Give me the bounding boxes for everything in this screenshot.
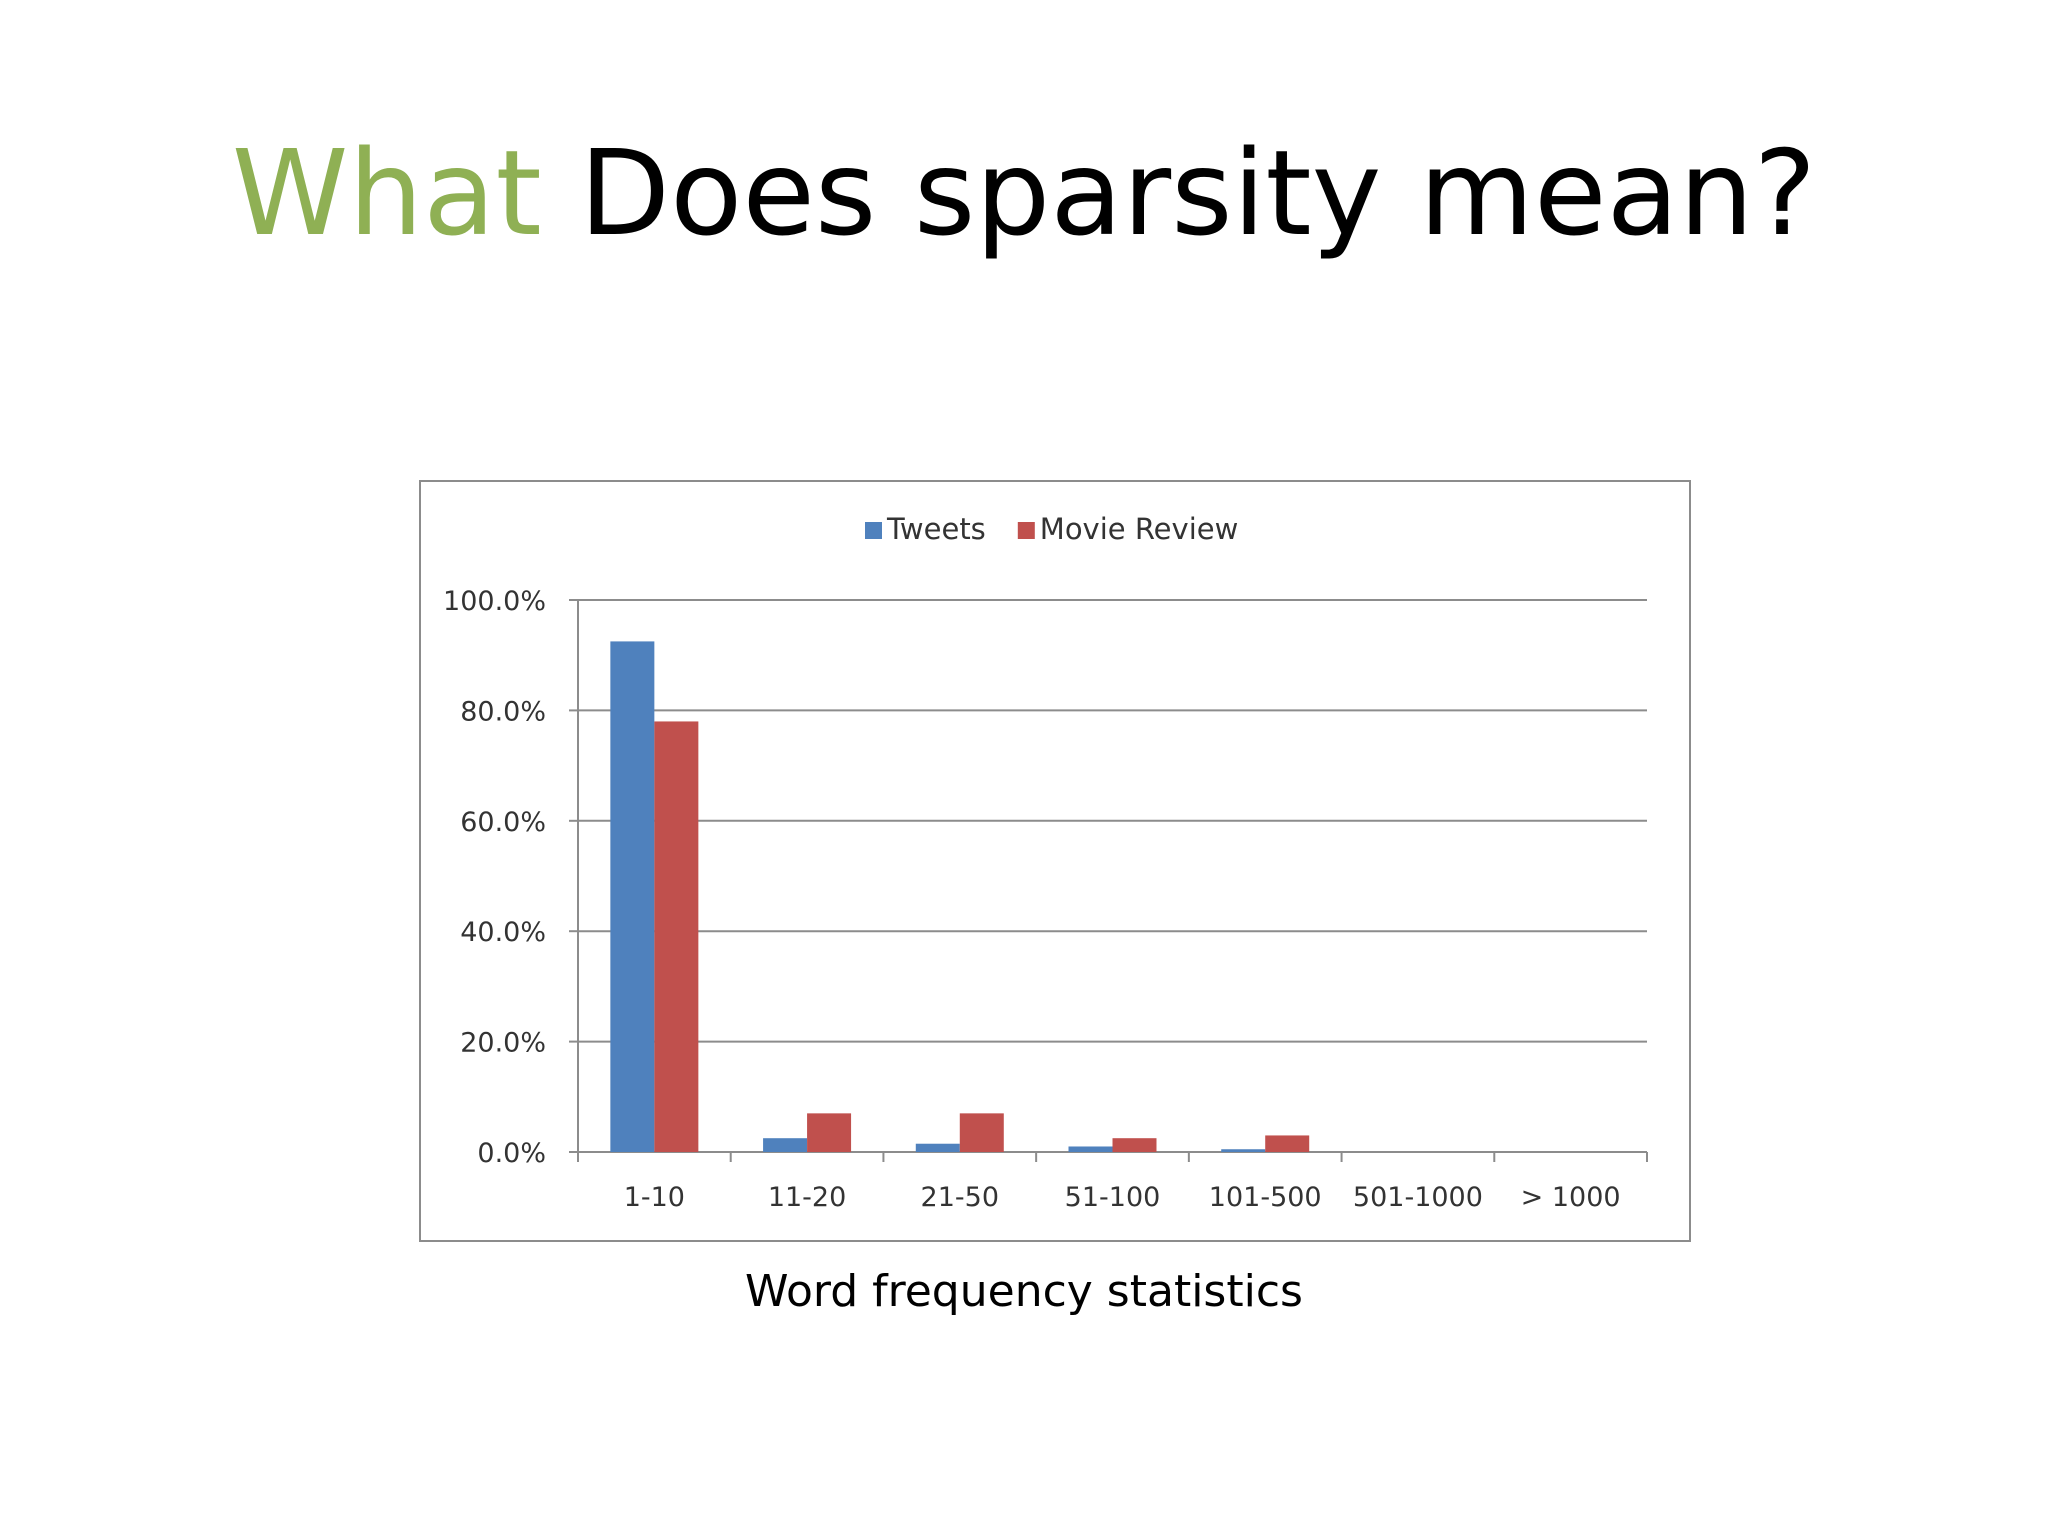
slide-title-rest: Does sparsity mean? bbox=[579, 124, 1817, 262]
x-tick-label: > 1000 bbox=[1521, 1182, 1621, 1213]
x-tick-label: 11-20 bbox=[768, 1182, 846, 1213]
y-tick-label: 80.0% bbox=[460, 696, 546, 727]
bar-tweets bbox=[915, 1143, 960, 1152]
bar-tweets bbox=[610, 641, 655, 1152]
y-tick-label: 0.0% bbox=[477, 1138, 546, 1169]
bar-chart: 0.0% 20.0% 40.0% 60.0% 80.0% 100.0% 1-10 11-20 2… bbox=[443, 512, 1648, 1213]
x-tick-label: 21-50 bbox=[921, 1182, 999, 1213]
bar-movie-review bbox=[1265, 1135, 1310, 1152]
bar-tweets bbox=[1068, 1146, 1113, 1152]
x-tick-label: 501-1000 bbox=[1353, 1182, 1483, 1213]
x-tick-label: 51-100 bbox=[1065, 1182, 1161, 1213]
slide-title: What Does sparsity mean? bbox=[0, 118, 2048, 268]
slide-title-accent: What bbox=[231, 124, 542, 262]
legend-swatch bbox=[1017, 522, 1035, 539]
y-tick-label: 60.0% bbox=[460, 807, 546, 838]
bar-movie-review bbox=[807, 1113, 852, 1152]
legend-swatch bbox=[865, 522, 882, 539]
bar-movie-review bbox=[1112, 1138, 1157, 1152]
bar-tweets bbox=[763, 1138, 808, 1152]
y-tick-label: 20.0% bbox=[460, 1028, 546, 1059]
y-tick-label: 100.0% bbox=[443, 586, 546, 617]
legend-label: Tweets bbox=[886, 512, 986, 546]
bar-tweets bbox=[1221, 1149, 1266, 1152]
y-tick-label: 40.0% bbox=[460, 917, 546, 948]
bar-movie-review bbox=[654, 721, 699, 1152]
bar-movie-review bbox=[959, 1113, 1004, 1152]
x-tick-label: 1-10 bbox=[624, 1182, 685, 1213]
legend-label: Movie Review bbox=[1040, 512, 1239, 546]
chart-frame: 0.0% 20.0% 40.0% 60.0% 80.0% 100.0% 1-10 11-20 2… bbox=[419, 480, 1691, 1242]
x-tick-label: 101-500 bbox=[1209, 1182, 1322, 1213]
chart-caption: Word frequency statistics bbox=[745, 1266, 1303, 1317]
